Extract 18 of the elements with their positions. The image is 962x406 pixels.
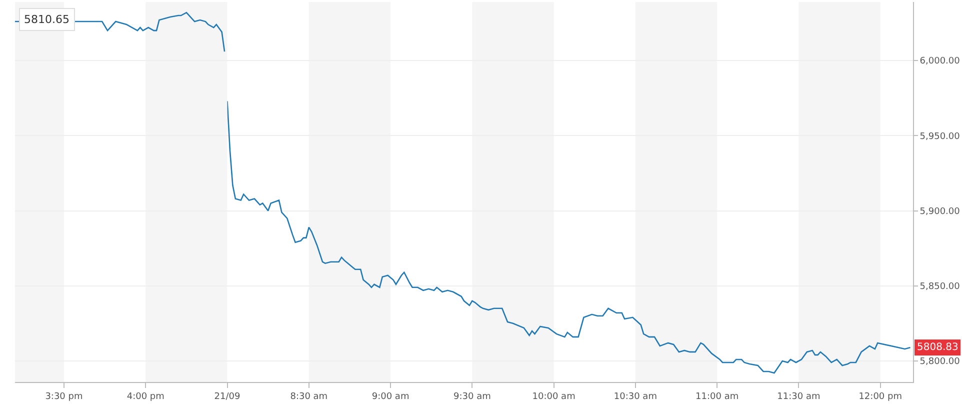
annotation: 5808.83 [917, 342, 958, 353]
y-tick-label: 5,950.00 [920, 132, 960, 142]
x-tick-label: 8:30 am [290, 392, 328, 402]
annotation: 5810.65 [24, 13, 70, 26]
x-tick-label: 21/09 [214, 392, 240, 402]
x-tick-label: 4:00 pm [126, 392, 164, 402]
x-tick-label: 9:30 am [453, 392, 491, 402]
x-tick-label: 12:00 pm [858, 392, 902, 402]
x-tick-label: 10:30 am [614, 392, 657, 402]
y-tick-label: 5,900.00 [920, 206, 960, 217]
x-tick-label: 11:00 am [696, 392, 739, 402]
x-tick-label: 11:30 am [777, 392, 820, 402]
x-tick-label: 9:00 am [372, 392, 410, 402]
x-tick-label: 10:00 am [532, 392, 576, 402]
y-tick-label: 6,000.00 [920, 56, 960, 67]
x-tick-label: 3:30 pm [45, 392, 83, 402]
y-tick-label: 5,850.00 [920, 282, 960, 292]
y-tick-label: 5,800.00 [920, 357, 960, 368]
